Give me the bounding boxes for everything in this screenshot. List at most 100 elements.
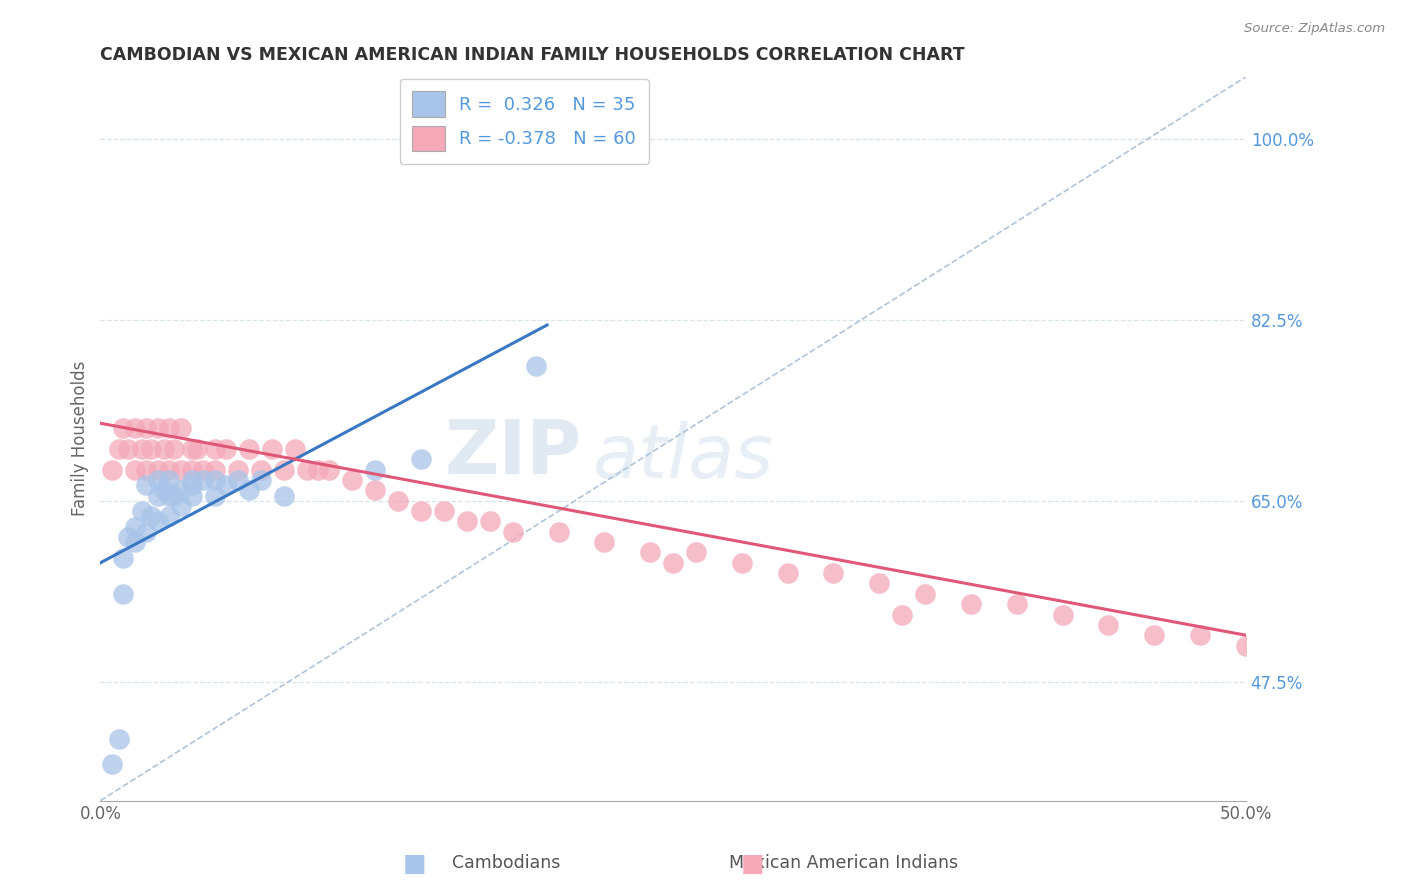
Text: Cambodians: Cambodians (451, 855, 561, 872)
Point (238, 442, 260, 456)
Point (1234, 639, 1257, 653)
Point (914, 587, 936, 601)
Point (364, 483, 387, 498)
Point (146, 463, 169, 477)
Point (169, 483, 191, 498)
Point (1188, 628, 1211, 642)
Point (262, 442, 284, 456)
Point (226, 473, 249, 487)
Point (204, 473, 226, 487)
Point (135, 524, 157, 539)
Point (117, 530, 139, 544)
Point (215, 442, 238, 456)
Point (153, 483, 176, 498)
Point (112, 587, 135, 601)
Point (478, 515, 501, 529)
Point (186, 442, 208, 456)
Point (163, 442, 186, 456)
Text: ■: ■ (741, 852, 763, 875)
Point (524, 359, 547, 374)
Point (157, 489, 180, 503)
Point (868, 576, 890, 591)
Point (502, 524, 524, 539)
Point (193, 463, 215, 477)
Point (146, 421, 169, 435)
Point (823, 566, 845, 581)
Point (593, 535, 616, 549)
Point (409, 452, 432, 467)
Point (204, 463, 226, 477)
Point (181, 489, 204, 503)
Text: ZIP: ZIP (444, 417, 582, 490)
Point (169, 499, 191, 513)
Point (685, 545, 707, 559)
Point (169, 421, 191, 435)
Point (157, 473, 180, 487)
Point (112, 421, 135, 435)
Point (124, 535, 146, 549)
Point (249, 463, 271, 477)
Point (891, 607, 914, 622)
Point (135, 421, 157, 435)
Point (193, 473, 215, 487)
Text: atlas: atlas (593, 421, 775, 493)
Point (547, 524, 569, 539)
Point (181, 478, 204, 492)
Point (204, 442, 226, 456)
Point (131, 442, 153, 456)
Point (249, 473, 271, 487)
Point (318, 463, 340, 477)
Point (101, 463, 124, 477)
Point (307, 463, 329, 477)
Text: CAMBODIAN VS MEXICAN AMERICAN INDIAN FAMILY HOUSEHOLDS CORRELATION CHART: CAMBODIAN VS MEXICAN AMERICAN INDIAN FAM… (100, 46, 965, 64)
Point (117, 442, 139, 456)
Point (131, 504, 153, 518)
Point (101, 757, 124, 772)
Point (273, 489, 295, 503)
Point (238, 483, 260, 498)
Point (181, 442, 204, 456)
Legend: R =  0.326   N = 35, R = -0.378   N = 60: R = 0.326 N = 35, R = -0.378 N = 60 (399, 78, 648, 164)
Point (135, 463, 157, 477)
Point (163, 489, 186, 503)
Point (456, 515, 478, 529)
Point (638, 545, 661, 559)
Point (273, 463, 295, 477)
Point (146, 515, 169, 529)
Point (107, 731, 129, 746)
Point (181, 473, 204, 487)
Text: Mexican American Indians: Mexican American Indians (730, 855, 957, 872)
Point (135, 478, 157, 492)
Point (1005, 597, 1028, 611)
Point (1052, 607, 1074, 622)
Point (124, 421, 146, 435)
Point (112, 550, 135, 565)
Point (157, 509, 180, 524)
Text: Source: ZipAtlas.com: Source: ZipAtlas.com (1244, 22, 1385, 36)
Point (1143, 628, 1166, 642)
Point (662, 556, 685, 570)
Point (215, 478, 238, 492)
Point (139, 442, 162, 456)
Point (146, 489, 169, 503)
Point (204, 489, 226, 503)
Point (146, 473, 169, 487)
Point (157, 421, 180, 435)
Point (139, 509, 162, 524)
Y-axis label: Family Households: Family Households (72, 361, 89, 516)
Point (124, 519, 146, 533)
Point (1097, 618, 1119, 632)
Point (169, 463, 191, 477)
Point (284, 442, 307, 456)
Point (295, 463, 318, 477)
Point (433, 504, 456, 518)
Point (409, 504, 432, 518)
Point (776, 566, 799, 581)
Point (342, 473, 364, 487)
Point (731, 556, 754, 570)
Point (960, 597, 983, 611)
Point (364, 463, 387, 477)
Point (181, 463, 204, 477)
Point (157, 463, 180, 477)
Point (226, 463, 249, 477)
